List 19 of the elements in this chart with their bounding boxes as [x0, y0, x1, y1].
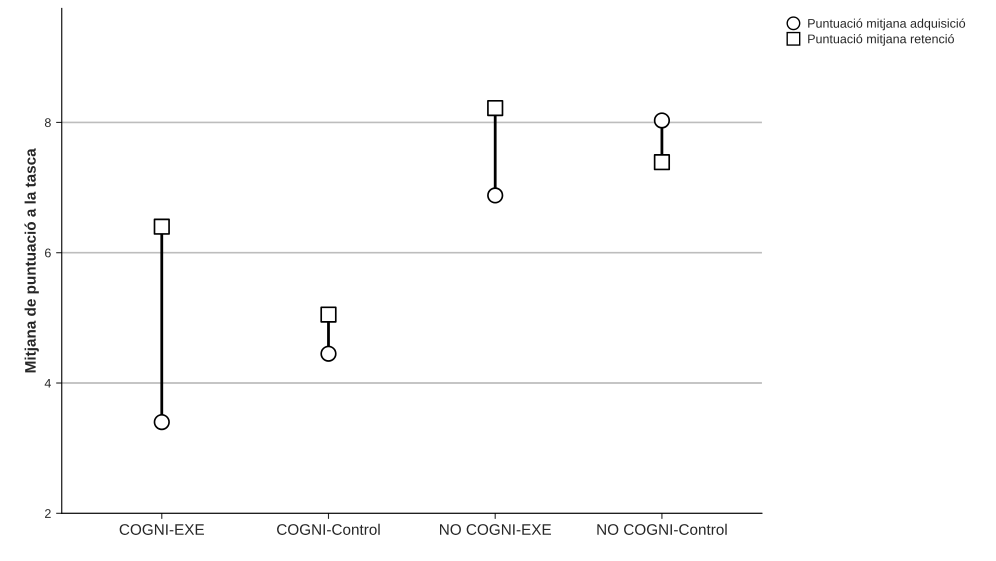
x-tick-label: COGNI-Control — [277, 524, 380, 535]
point — [320, 346, 337, 362]
y-tick-label: 2 — [45, 509, 51, 518]
y-tick-label: 4 — [44, 378, 51, 388]
point — [320, 306, 337, 323]
point — [154, 414, 170, 430]
point — [654, 154, 670, 170]
point — [487, 100, 504, 116]
x-tick-label: COGNI-EXE — [120, 524, 204, 535]
x-tick-label: NO COGNI-Control — [597, 524, 727, 535]
y-tick-label: 6 — [45, 248, 51, 258]
point — [154, 218, 170, 235]
y-axis-title: Mitjana de puntuació a la tasca — [24, 148, 39, 372]
legend-label: Puntuació mitjana adquisició — [808, 18, 966, 30]
x-tick-label: NO COGNI-EXE — [440, 524, 551, 535]
point — [487, 187, 504, 204]
legend-label: Puntuació mitjana retenció — [808, 34, 954, 46]
point — [654, 112, 670, 129]
y-tick-label: 8 — [44, 118, 51, 128]
